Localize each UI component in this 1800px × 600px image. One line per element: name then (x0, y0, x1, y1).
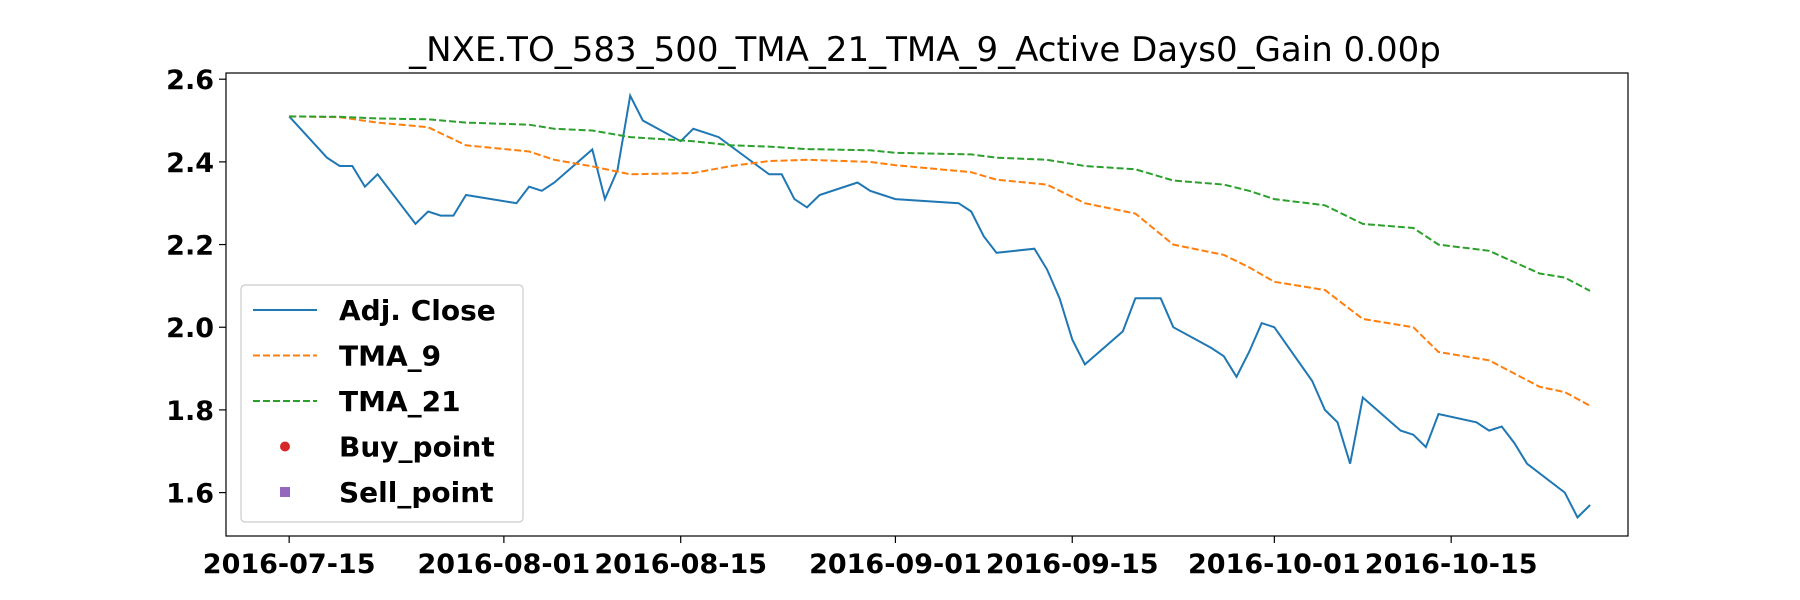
legend-swatch-buy-point (280, 441, 290, 452)
x-tick-label: 2016-10-01 (1188, 549, 1361, 580)
series-line-adj-close (288, 92, 1591, 520)
legend: Adj. Close TMA_9 TMA_21 Buy_point Sell_point (240, 284, 524, 523)
x-tick-label: 2016-09-01 (809, 549, 982, 580)
chart-title: _NXE.TO_583_500_TMA_21_TMA_9_Active Days… (408, 30, 1441, 70)
y-tick-label: 2.6 (166, 65, 214, 96)
legend-label-sell-point: Sell_point (339, 476, 494, 509)
x-tick-label: 2016-08-01 (418, 549, 591, 580)
x-tick-label: 2016-07-15 (203, 549, 376, 580)
legend-label-tma-9: TMA_9 (339, 340, 441, 373)
x-tick-label: 2016-09-15 (986, 549, 1159, 580)
legend-swatch-sell-point (280, 487, 290, 497)
y-tick-label: 2.0 (166, 313, 214, 344)
y-tick-label: 1.8 (166, 396, 214, 427)
series-line-tma-9 (289, 115, 1591, 407)
plot-frame (225, 72, 1629, 537)
legend-label-adj-close: Adj. Close (339, 294, 496, 327)
series-line-tma-21 (289, 115, 1591, 292)
legend-label-tma-21: TMA_21 (339, 385, 461, 418)
y-tick-label: 2.4 (166, 148, 214, 179)
plot-area (288, 92, 1591, 520)
x-tick-label: 2016-10-15 (1365, 549, 1538, 580)
legend-label-buy-point: Buy_point (339, 431, 495, 464)
y-tick-label: 1.6 (166, 479, 214, 510)
x-tick-label: 2016-08-15 (594, 549, 767, 580)
y-tick-label: 2.2 (166, 231, 214, 262)
legend-box (240, 284, 524, 523)
